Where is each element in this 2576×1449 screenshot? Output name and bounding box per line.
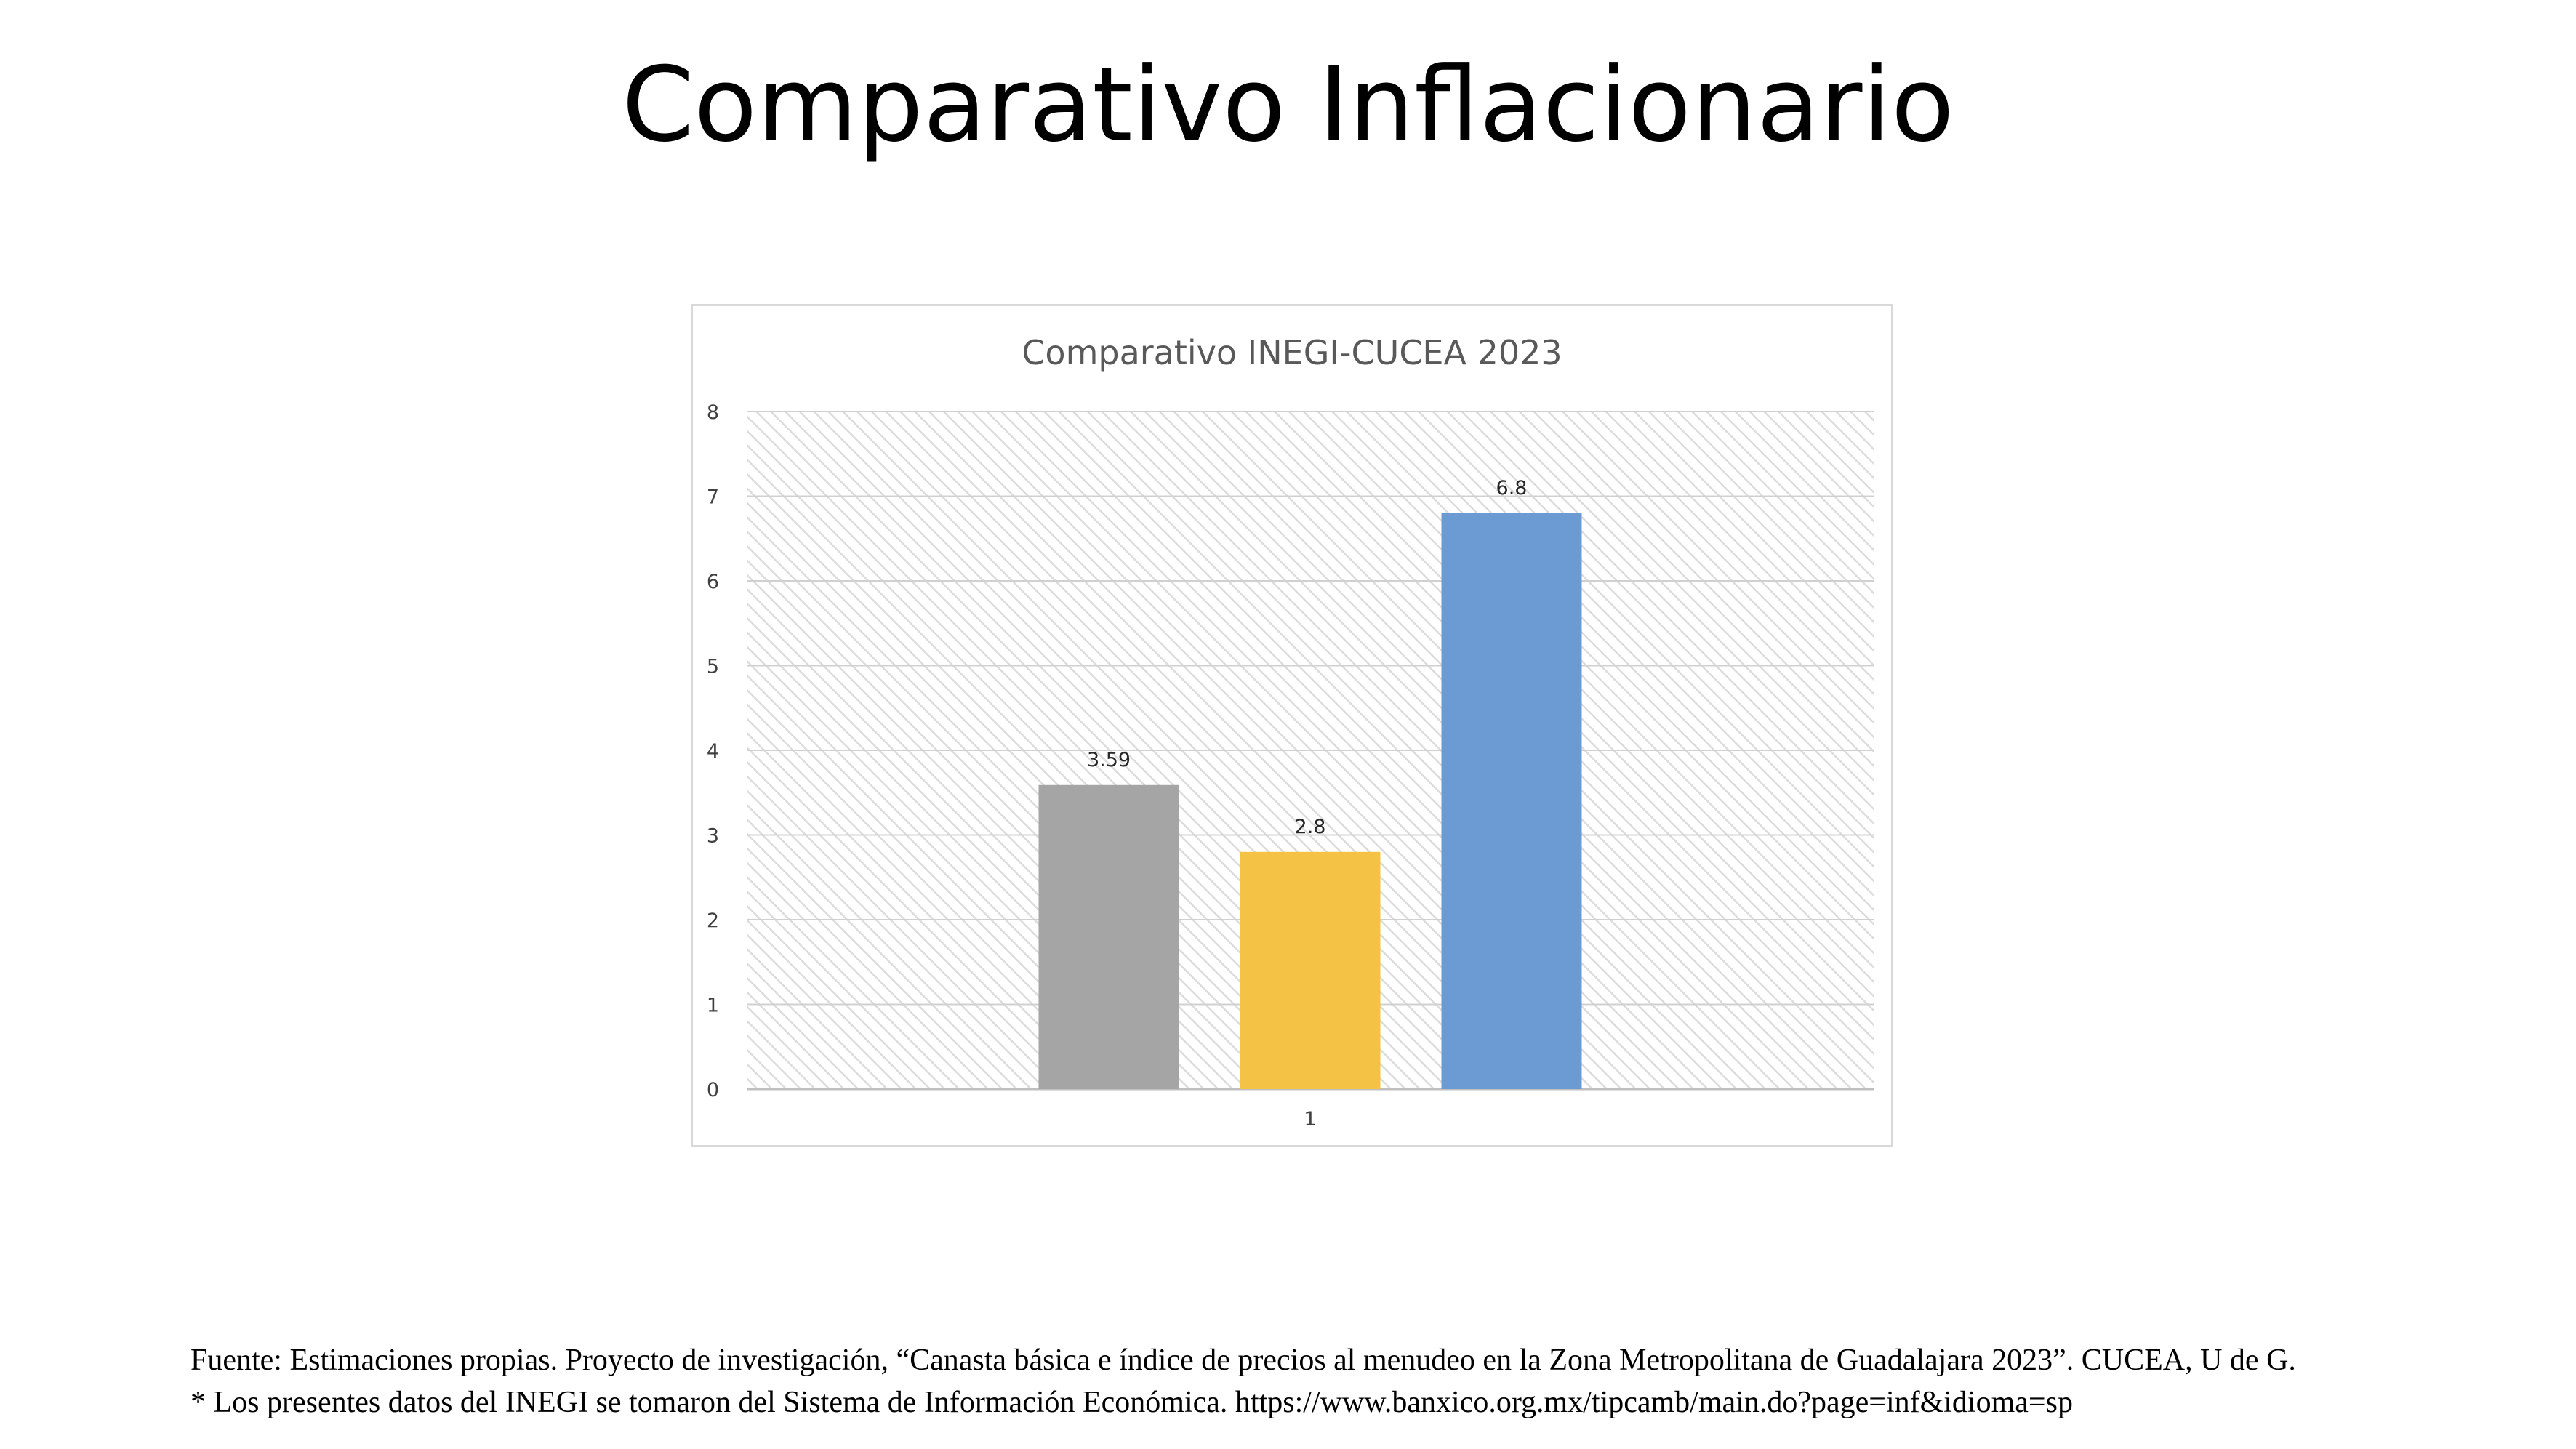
bars xyxy=(1038,513,1582,1089)
x-axis-ticks: 1 xyxy=(1304,1108,1316,1131)
y-tick-label: 3 xyxy=(707,825,719,848)
chart-title: Comparativo INEGI-CUCEA 2023 xyxy=(1022,333,1562,372)
y-tick-label: 0 xyxy=(707,1079,719,1101)
slide-title: Comparativo Inflacionario xyxy=(622,45,1954,165)
y-tick-label: 4 xyxy=(707,740,719,763)
y-tick-label: 7 xyxy=(707,486,719,509)
data-label: 2.8 xyxy=(1295,816,1326,838)
y-tick-label: 1 xyxy=(707,995,719,1017)
data-label: 6.8 xyxy=(1496,477,1528,499)
y-axis-ticks: 0 1 2 3 4 5 6 7 8 xyxy=(707,401,719,1101)
source-footnote: Fuente: Estimaciones propias. Proyecto d… xyxy=(190,1339,2517,1424)
data-labels: 3.59 2.8 6.8 xyxy=(1087,477,1528,838)
x-tick-label: 1 xyxy=(1304,1108,1316,1131)
bar xyxy=(1240,851,1381,1089)
bar xyxy=(1038,784,1179,1089)
bar xyxy=(1441,513,1582,1089)
bar-chart: Comparativo INEGI-CUCEA 2023 0 1 2 3 4 5 6 7 8 3… xyxy=(707,333,1874,1131)
y-tick-label: 2 xyxy=(707,910,719,932)
chart-frame: Comparativo INEGI-CUCEA 2023 0 1 2 3 4 5 6 7 8 3… xyxy=(691,304,1893,1147)
y-tick-label: 8 xyxy=(707,401,719,424)
y-tick-label: 5 xyxy=(707,656,719,678)
source-line: Fuente: Estimaciones propias. Proyecto d… xyxy=(190,1344,2296,1377)
data-note-line: * Los presentes datos del INEGI se tomar… xyxy=(190,1386,2073,1419)
y-tick-label: 6 xyxy=(707,571,719,593)
data-label: 3.59 xyxy=(1087,749,1131,771)
